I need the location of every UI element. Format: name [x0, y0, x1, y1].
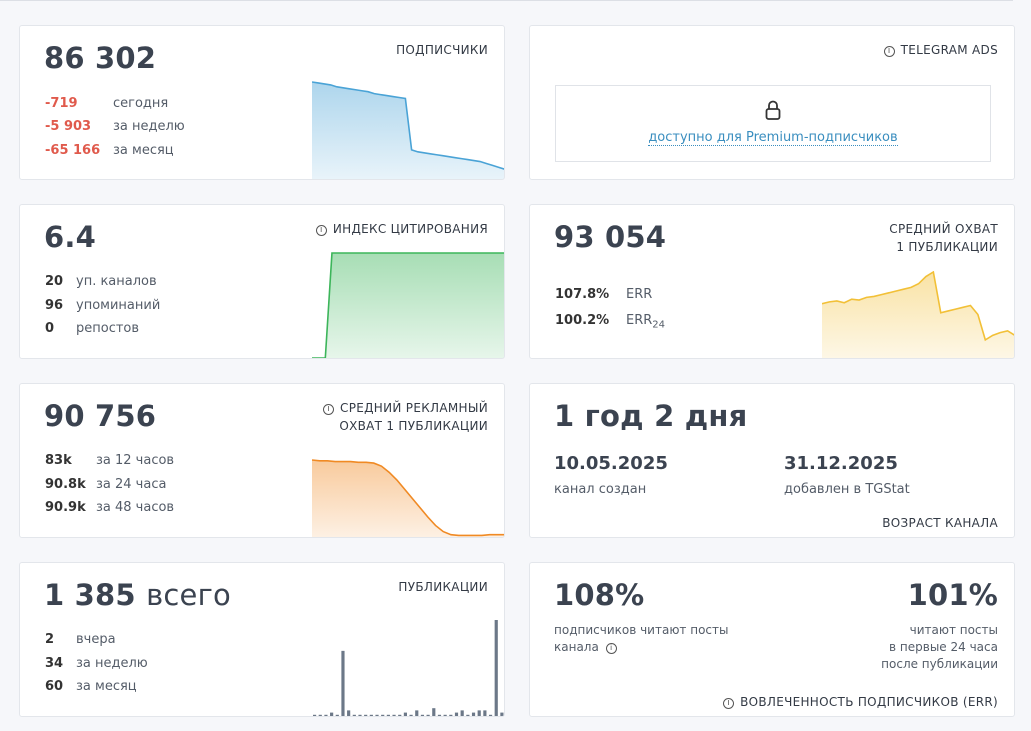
- publications-bar: [358, 714, 362, 716]
- publications-bar: [375, 714, 379, 716]
- publications-bar: [392, 714, 396, 716]
- citation-series-fill: [312, 253, 504, 358]
- publications-bar: [352, 714, 356, 716]
- average-reach-value: 93 054: [554, 220, 667, 254]
- citation-series-line: [312, 252, 504, 358]
- publications-bar: [500, 712, 504, 716]
- reach-series-fill: [822, 272, 1014, 358]
- info-icon: i: [883, 46, 895, 57]
- publications-bar: [432, 708, 436, 716]
- added-label: добавлен в TGStat: [784, 482, 910, 497]
- premium-lock-box[interactable]: доступно для Premium-подписчиков: [555, 85, 991, 162]
- publications-bar: [420, 714, 425, 716]
- average-reach-caption: СРЕДНИЙ ОХВАТ 1 ПУБЛИКАЦИИ: [889, 222, 998, 254]
- publications-bar: [313, 714, 317, 716]
- publications-total: 1 385 всего: [44, 578, 231, 612]
- average-reach-card[interactable]: 93 054 СРЕДНИЙ ОХВАТ 1 ПУБЛИКАЦИИ 107.8% E…: [529, 204, 1015, 359]
- ad-reach-card[interactable]: 90 756 i СРЕДНИЙ РЕКЛАМНЫЙ ОХВАТ 1 ПУБЛИКА…: [19, 383, 505, 538]
- publications-bar: [364, 714, 368, 716]
- ad-reach-area-chart: [312, 459, 504, 537]
- publications-bar: [426, 714, 430, 716]
- channel-age-value: 1 год 2 дня: [554, 399, 748, 433]
- lock-icon: [765, 100, 781, 120]
- reach-area-chart: [822, 271, 1014, 358]
- publications-bar: [494, 620, 498, 716]
- publications-bar: [454, 712, 459, 716]
- telegram-ads-card: i TELEGRAM ADS доступно для Premium-подпи…: [529, 25, 1015, 180]
- publications-bar: [449, 714, 453, 716]
- citation-index-caption: i ИНДЕКС ЦИТИРОВАНИЯ: [315, 220, 488, 238]
- info-icon: i: [323, 404, 335, 415]
- ad-reach-caption: i СРЕДНИЙ РЕКЛАМНЫЙ ОХВАТ 1 ПУБЛИКАЦИИ: [323, 399, 488, 435]
- subscribers-series-fill: [312, 82, 504, 179]
- publications-bar: [324, 714, 328, 716]
- subscribers-card[interactable]: 86 302 ПОДПИСЧИКИ -719 сегодня -5 903 за н…: [19, 25, 505, 180]
- subscribers-count: 86 302: [44, 41, 157, 75]
- reach-series-line: [822, 271, 1014, 342]
- ad-reach-series-fill: [312, 460, 504, 537]
- publications-bar: [488, 714, 493, 716]
- channel-age-card: 1 год 2 дня 10.05.2025 канал создан 31.1…: [529, 383, 1015, 538]
- publications-bar: [477, 710, 481, 716]
- err-left-value: 108%: [554, 578, 645, 612]
- publications-bar: [386, 714, 390, 716]
- publications-bar: [381, 714, 385, 716]
- publications-bar: [415, 710, 419, 716]
- subscribers-caption: ПОДПИСЧИКИ: [396, 43, 488, 57]
- citation-area-chart: [312, 252, 504, 358]
- publications-bar: [443, 714, 447, 716]
- publications-bar: [403, 712, 407, 716]
- subscribers-series-line: [312, 81, 504, 170]
- premium-link[interactable]: доступно для Premium-подписчиков: [648, 130, 898, 146]
- publications-bar: [341, 650, 345, 716]
- citation-index-card[interactable]: 6.4 i ИНДЕКС ЦИТИРОВАНИЯ 20 уп. каналов 96…: [19, 204, 505, 359]
- publications-bar: [318, 714, 322, 716]
- publications-caption: ПУБЛИКАЦИИ: [398, 580, 488, 594]
- publications-bar: [437, 714, 442, 716]
- publications-bar: [460, 710, 464, 716]
- publications-bar: [347, 710, 351, 716]
- created-label: канал создан: [554, 482, 647, 497]
- err-left-label: подписчиков читают посты канала i: [554, 623, 729, 654]
- publications-bar: [335, 714, 339, 716]
- publications-bar: [471, 712, 476, 716]
- publications-bar: [398, 714, 402, 716]
- citation-index-value: 6.4: [44, 220, 96, 254]
- publications-bar-chart: [313, 620, 504, 716]
- created-date: 10.05.2025: [554, 453, 668, 474]
- engagement-caption: i ВОВЛЕЧЕННОСТЬ ПОДПИСЧИКОВ (ERR): [723, 693, 998, 711]
- publications-bar: [409, 714, 413, 716]
- info-icon: i: [723, 698, 735, 709]
- channel-age-caption: ВОЗРАСТ КАНАЛА: [882, 516, 998, 530]
- publications-bar: [483, 710, 487, 716]
- info-icon: i: [605, 643, 617, 654]
- err-right-value: 101%: [907, 578, 998, 612]
- publications-card[interactable]: 1 385 всего ПУБЛИКАЦИИ 2 вчера 34 за недел…: [19, 562, 505, 717]
- top-divider: [0, 0, 1013, 1]
- publications-bar: [466, 714, 470, 716]
- subscribers-area-chart: [312, 81, 504, 179]
- info-icon: i: [315, 225, 327, 236]
- added-date: 31.12.2025: [784, 453, 898, 474]
- telegram-ads-caption: i TELEGRAM ADS: [883, 41, 998, 59]
- ad-reach-value: 90 756: [44, 399, 157, 433]
- err-right-label: читают посты в первые 24 часа после публик…: [881, 623, 998, 671]
- publications-bar: [330, 712, 334, 716]
- engagement-card: 108% подписчиков читают посты канала i 10…: [529, 562, 1015, 717]
- ad-reach-series-line: [312, 459, 504, 537]
- publications-bar: [369, 714, 373, 716]
